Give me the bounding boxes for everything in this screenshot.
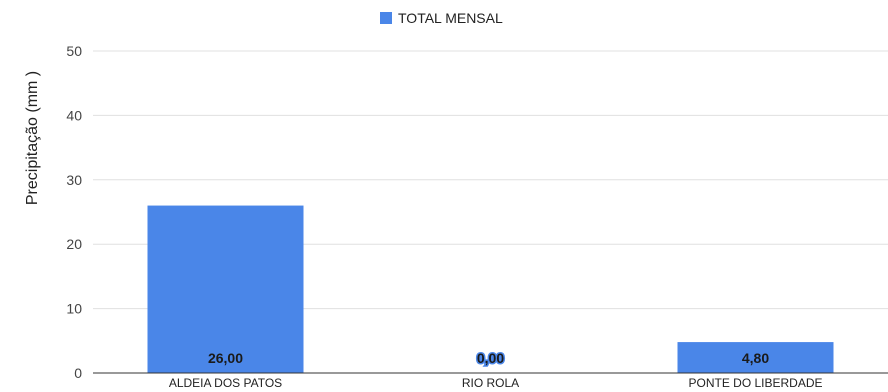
y-axis-label: Precipitação (mm ) bbox=[24, 71, 41, 205]
x-category-label: PONTE DO LIBERDADE bbox=[688, 376, 822, 390]
x-category-label: ALDEIA DOS PATOS bbox=[169, 376, 282, 390]
x-category-label: RIO ROLA bbox=[462, 376, 519, 390]
bar bbox=[677, 342, 834, 373]
legend-label: TOTAL MENSAL bbox=[398, 10, 503, 26]
y-tick-label: 30 bbox=[66, 172, 82, 188]
y-tick-label: 10 bbox=[66, 301, 82, 317]
bar bbox=[147, 205, 304, 373]
data-label: 26,00 bbox=[208, 350, 243, 366]
bars bbox=[147, 205, 834, 373]
legend: TOTAL MENSAL bbox=[380, 10, 503, 26]
axes: 0 10 20 30 40 50 ALDEIA DOS PATOS RIO ROLA PONTE… bbox=[66, 43, 888, 390]
data-label: 0,00 bbox=[477, 350, 504, 366]
y-tick-label: 0 bbox=[74, 365, 82, 381]
data-labels: 26,00 0,00 4,80 bbox=[208, 349, 769, 368]
y-tick-label: 20 bbox=[66, 236, 82, 252]
y-tick-label: 40 bbox=[66, 107, 82, 123]
legend-swatch bbox=[380, 12, 392, 24]
data-label: 4,80 bbox=[742, 350, 769, 366]
y-tick-label: 50 bbox=[66, 43, 82, 59]
